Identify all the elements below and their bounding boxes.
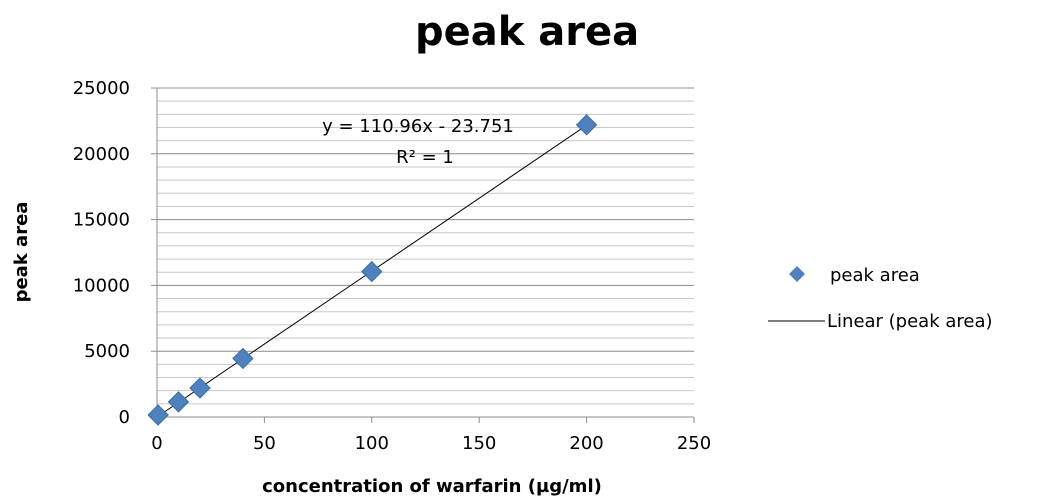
data-point [167, 391, 190, 413]
x-tick-label: 250 [677, 433, 711, 454]
x-tick-label: 150 [462, 433, 496, 454]
x-tick-label: 0 [151, 433, 162, 454]
axis-layer [151, 87, 695, 423]
x-tick-label: 200 [569, 433, 603, 454]
grid-layer [157, 87, 694, 418]
data-point [189, 377, 211, 399]
y-tick-label: 5000 [84, 341, 130, 362]
y-tick-label: 0 [119, 407, 130, 428]
legend-marker-peak-area [789, 266, 805, 282]
x-axis-title: concentration of warfarin (µg/ml) [262, 476, 602, 497]
y-axis-title: peak area [11, 202, 32, 303]
y-tick-label: 15000 [73, 210, 130, 231]
points-layer [147, 114, 598, 426]
data-point [361, 260, 383, 283]
trendline-equation: y = 110.96x - 23.751 [322, 116, 514, 137]
data-point [232, 347, 254, 370]
legend: peak area Linear (peak area) [768, 265, 993, 332]
y-tick-label: 20000 [73, 144, 130, 165]
data-point [147, 404, 169, 426]
data-point [575, 114, 598, 136]
legend-label-linear: Linear (peak area) [827, 311, 993, 332]
legend-label-peak-area: peak area [830, 265, 920, 286]
chart-title: peak area [415, 9, 639, 55]
r-squared-label: R² = 1 [396, 147, 454, 168]
tick-labels-layer: 0 50 100 150 200 250 0 5000 10000 15000 20000 25000 [73, 78, 711, 454]
y-tick-label: 25000 [73, 78, 130, 99]
x-tick-label: 50 [253, 433, 276, 454]
x-tick-label: 100 [355, 433, 389, 454]
y-tick-label: 10000 [73, 275, 130, 296]
